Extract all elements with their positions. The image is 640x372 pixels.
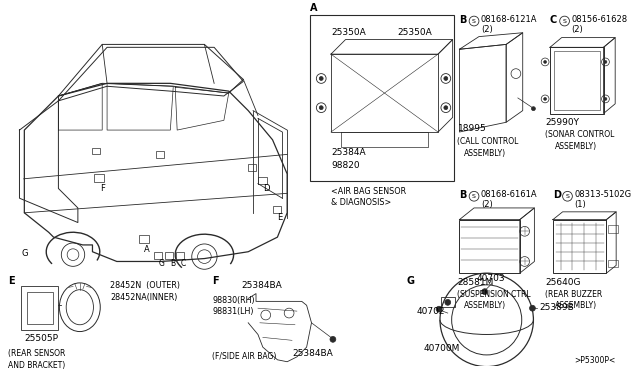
Bar <box>550 47 604 113</box>
Bar <box>139 235 149 243</box>
Text: AND BRACKET): AND BRACKET) <box>8 361 65 370</box>
Text: 25505P: 25505P <box>24 334 58 343</box>
Text: B: B <box>170 259 175 267</box>
Text: G: G <box>407 276 415 286</box>
Text: (2): (2) <box>481 200 493 209</box>
Bar <box>156 151 164 158</box>
Text: 40703: 40703 <box>477 274 506 283</box>
Text: 25384BA: 25384BA <box>241 281 282 290</box>
Circle shape <box>445 299 451 305</box>
Text: F: F <box>100 184 105 193</box>
Circle shape <box>543 61 547 63</box>
Bar <box>176 252 184 259</box>
Text: E: E <box>277 213 283 222</box>
Text: 25384BA: 25384BA <box>292 349 333 358</box>
Bar <box>28 292 52 324</box>
Text: 98831(LH): 98831(LH) <box>212 307 253 316</box>
Text: 25350A: 25350A <box>397 28 432 37</box>
Text: ASSEMBLY): ASSEMBLY) <box>555 301 597 310</box>
Bar <box>166 252 173 259</box>
Text: F: F <box>212 276 219 286</box>
Text: & DIAGNOSIS>: & DIAGNOSIS> <box>331 198 391 207</box>
Text: 25389B: 25389B <box>540 303 574 312</box>
Text: S: S <box>566 194 570 199</box>
Text: (1): (1) <box>574 200 586 209</box>
Text: G: G <box>159 259 164 267</box>
Text: 40702: 40702 <box>417 307 445 316</box>
Text: 08168-6121A: 08168-6121A <box>481 15 538 24</box>
Text: 18995: 18995 <box>458 124 486 133</box>
Text: S: S <box>472 19 476 23</box>
Bar <box>331 54 438 132</box>
Text: 25990Y: 25990Y <box>545 118 579 127</box>
Bar <box>553 219 607 273</box>
Text: ASSEMBLY): ASSEMBLY) <box>464 301 506 310</box>
Text: 25640G: 25640G <box>545 278 580 287</box>
Bar <box>273 206 282 213</box>
Text: E: E <box>8 276 15 286</box>
Circle shape <box>482 289 488 295</box>
Bar <box>154 252 161 259</box>
Bar <box>248 164 256 171</box>
Text: 28452N  (OUTER): 28452N (OUTER) <box>110 281 180 290</box>
Text: S: S <box>472 194 476 199</box>
Bar <box>554 51 600 110</box>
Text: D: D <box>553 190 561 201</box>
Bar <box>258 177 267 184</box>
Circle shape <box>529 305 536 311</box>
Text: ASSEMBLY): ASSEMBLY) <box>555 142 597 151</box>
Text: <AIR BAG SENSOR: <AIR BAG SENSOR <box>331 186 406 196</box>
Text: 28452NA(INNER): 28452NA(INNER) <box>110 293 177 302</box>
Polygon shape <box>460 44 506 132</box>
Text: G: G <box>21 249 28 258</box>
Text: 40700M: 40700M <box>424 344 460 353</box>
Text: >P5300P<: >P5300P< <box>574 356 616 365</box>
Text: 08313-5102G: 08313-5102G <box>574 190 632 199</box>
Text: D: D <box>263 184 269 193</box>
Bar <box>609 225 618 233</box>
Text: B: B <box>460 190 467 201</box>
Text: (2): (2) <box>481 25 493 34</box>
Bar <box>310 15 454 181</box>
Circle shape <box>531 107 536 110</box>
Circle shape <box>543 97 547 100</box>
Circle shape <box>604 97 607 100</box>
Text: 08156-61628: 08156-61628 <box>572 15 627 24</box>
Text: (SONAR CONTROL: (SONAR CONTROL <box>545 130 614 139</box>
Text: (REAR SENSOR: (REAR SENSOR <box>8 349 65 358</box>
Text: 98830(RH): 98830(RH) <box>212 295 255 305</box>
Circle shape <box>319 106 323 110</box>
Circle shape <box>436 306 442 312</box>
Circle shape <box>604 61 607 63</box>
Text: 25350A: 25350A <box>331 28 365 37</box>
Text: A: A <box>144 245 150 254</box>
Text: 08168-6161A: 08168-6161A <box>481 190 538 199</box>
Text: 25384A: 25384A <box>331 148 365 157</box>
Text: (REAR BUZZER: (REAR BUZZER <box>545 290 602 299</box>
Text: C: C <box>181 259 186 267</box>
Circle shape <box>330 336 336 342</box>
Circle shape <box>444 106 448 110</box>
Text: C: C <box>550 15 557 25</box>
Bar <box>609 260 618 267</box>
Bar <box>441 298 454 307</box>
Circle shape <box>319 77 323 80</box>
Bar <box>95 174 104 182</box>
Bar <box>21 286 58 330</box>
Bar <box>460 219 520 273</box>
Text: (CALL CONTROL: (CALL CONTROL <box>458 137 519 146</box>
Text: A: A <box>310 3 317 13</box>
Text: ASSEMBLY): ASSEMBLY) <box>464 148 506 158</box>
Text: 28581M: 28581M <box>458 278 494 287</box>
Text: (SUSPENSION CTRL: (SUSPENSION CTRL <box>458 290 531 299</box>
Bar <box>92 148 100 154</box>
Text: B: B <box>460 15 467 25</box>
Text: (2): (2) <box>572 25 583 34</box>
Text: S: S <box>563 19 566 23</box>
Circle shape <box>444 77 448 80</box>
Text: (F/SIDE AIR BAG): (F/SIDE AIR BAG) <box>212 352 276 361</box>
Text: 98820: 98820 <box>332 161 360 170</box>
